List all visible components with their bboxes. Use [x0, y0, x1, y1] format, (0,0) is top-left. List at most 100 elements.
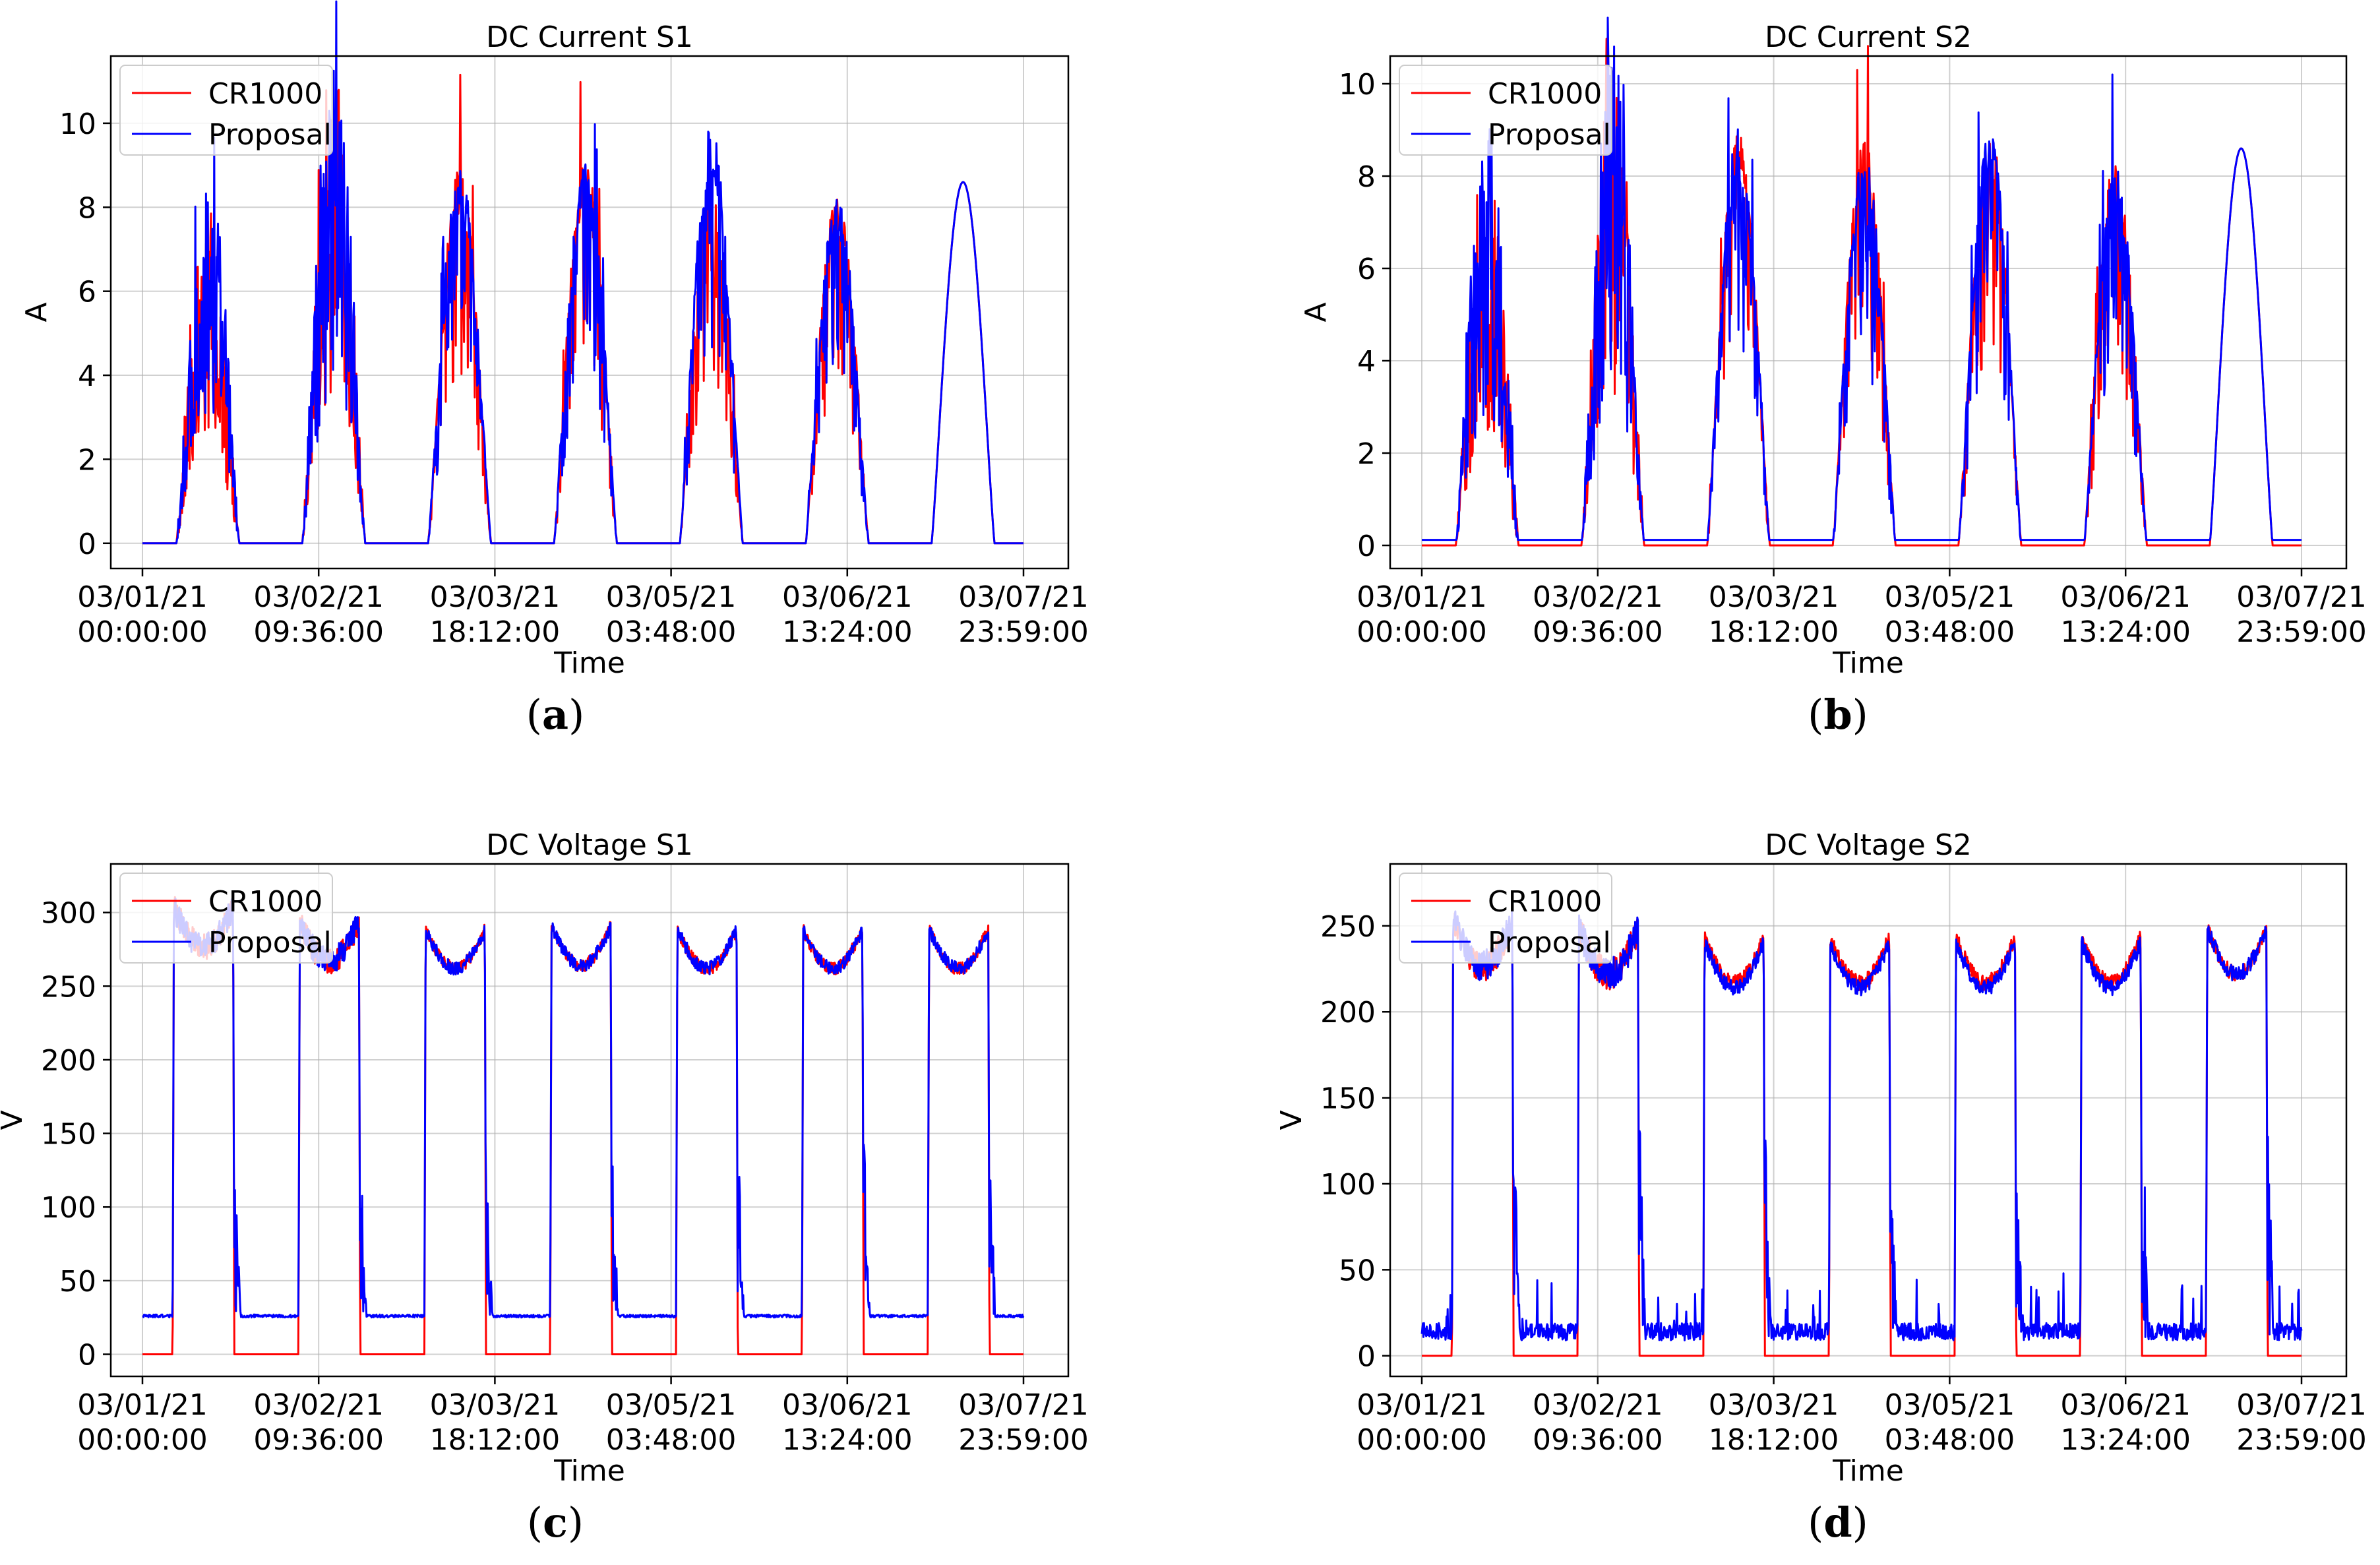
x-axis-label: Time — [553, 646, 625, 680]
chart-title: DC Current S2 — [1765, 20, 1972, 54]
legend-label-proposal: Proposal — [1488, 118, 1611, 152]
y-tick-label: 10 — [1339, 68, 1376, 102]
x-tick-label-time: 18:12:00 — [1709, 615, 1839, 649]
x-tick-label-time: 03:48:00 — [606, 615, 737, 649]
x-tick-label-time: 18:12:00 — [430, 1423, 561, 1457]
legend-box — [119, 65, 333, 156]
legend: CR1000 Proposal — [1399, 873, 1612, 964]
x-tick-label-date: 03/07/21 — [958, 580, 1089, 614]
x-tick-label-date: 03/07/21 — [958, 1388, 1089, 1422]
x-tick-label-date: 03/06/21 — [782, 1388, 913, 1422]
legend-label-cr1000: CR1000 — [208, 885, 322, 919]
x-tick-label-date: 03/07/21 — [2236, 580, 2367, 614]
y-tick-label: 250 — [41, 970, 96, 1004]
panel-caption: (b) — [1808, 690, 1868, 739]
x-tick-label-time: 09:36:00 — [253, 1423, 384, 1457]
x-tick-label-date: 03/02/21 — [1533, 1388, 1663, 1422]
y-tick-label: 100 — [1320, 1168, 1376, 1202]
x-tick-label-date: 03/05/21 — [606, 580, 737, 614]
x-tick-label-time: 13:24:00 — [2060, 615, 2191, 649]
x-tick-label-date: 03/02/21 — [253, 1388, 384, 1422]
plot-frame — [1389, 55, 2348, 570]
legend: CR1000 Proposal — [119, 873, 333, 964]
x-tick-label-time: 13:24:00 — [782, 615, 913, 649]
x-tick-label-date: 03/01/21 — [1357, 580, 1487, 614]
x-tick-label-time: 00:00:00 — [1357, 1423, 1487, 1457]
y-axis-label: A — [20, 302, 53, 322]
x-tick-label-date: 03/01/21 — [77, 580, 208, 614]
series-lines — [1420, 908, 2303, 1357]
legend: CR1000 Proposal — [1399, 65, 1612, 156]
plot-frame — [109, 55, 1070, 570]
series-lines — [142, 896, 1025, 1355]
x-tick-label-date: 03/05/21 — [1885, 1388, 2015, 1422]
x-tick-label-time: 09:36:00 — [1533, 1423, 1663, 1457]
x-tick-label-time: 18:12:00 — [430, 615, 561, 649]
x-axis-label: Time — [1832, 1454, 1904, 1488]
x-tick-label-date: 03/01/21 — [77, 1388, 208, 1422]
legend-label-proposal: Proposal — [208, 118, 332, 152]
x-tick-label-date: 03/05/21 — [606, 1388, 737, 1422]
y-tick-label: 150 — [1320, 1082, 1376, 1116]
x-tick-label-date: 03/03/21 — [430, 580, 561, 614]
x-tick-label-time: 00:00:00 — [1357, 615, 1487, 649]
legend-label-cr1000: CR1000 — [1488, 77, 1602, 111]
y-tick-label: 100 — [41, 1191, 96, 1225]
x-tick-label-date: 03/06/21 — [2060, 1388, 2191, 1422]
legend-box — [1399, 873, 1612, 964]
y-tick-label: 0 — [1357, 530, 1376, 563]
x-tick-label-date: 03/02/21 — [253, 580, 384, 614]
y-tick-label: 200 — [41, 1044, 96, 1078]
y-tick-label: 0 — [1357, 1340, 1376, 1374]
x-tick-label-time: 03:48:00 — [1885, 615, 2015, 649]
legend-label-cr1000: CR1000 — [1488, 885, 1602, 919]
y-tick-label: 50 — [1339, 1254, 1376, 1287]
x-tick-label-date: 03/07/21 — [2236, 1388, 2367, 1422]
x-tick-label-time: 00:00:00 — [77, 1423, 208, 1457]
y-tick-label: 2 — [78, 443, 96, 477]
x-axis-label: Time — [553, 1454, 625, 1488]
y-tick-label: 250 — [1320, 910, 1376, 944]
x-tick-label-date: 03/05/21 — [1885, 580, 2015, 614]
y-tick-label: 300 — [41, 897, 96, 931]
series-line-proposal — [1420, 909, 2303, 1341]
x-tick-label-date: 03/01/21 — [1357, 1388, 1487, 1422]
x-tick-label-time: 23:59:00 — [958, 1423, 1089, 1457]
x-tick-label-date: 03/03/21 — [430, 1388, 561, 1422]
legend-label-proposal: Proposal — [208, 926, 332, 960]
y-tick-label: 50 — [59, 1265, 96, 1299]
series-line-proposal — [142, 898, 1025, 1319]
x-tick-label-time: 09:36:00 — [1533, 615, 1663, 649]
y-tick-label: 6 — [78, 276, 96, 309]
y-tick-label: 2 — [1357, 437, 1376, 471]
x-tick-label-date: 03/03/21 — [1709, 580, 1839, 614]
y-tick-label: 6 — [1357, 253, 1376, 286]
series-lines — [1421, 16, 2302, 547]
plot-frame — [1389, 863, 2348, 1378]
x-tick-label-time: 23:59:00 — [958, 615, 1089, 649]
y-tick-label: 0 — [78, 528, 96, 561]
x-tick-label-time: 18:12:00 — [1709, 1423, 1839, 1457]
x-tick-label-time: 09:36:00 — [253, 615, 384, 649]
y-tick-label: 8 — [78, 191, 96, 225]
x-tick-label-time: 03:48:00 — [606, 1423, 737, 1457]
panel-caption: (a) — [526, 690, 585, 739]
plot-frame — [109, 863, 1070, 1378]
x-tick-label-time: 13:24:00 — [2060, 1423, 2191, 1457]
chart-title: DC Voltage S2 — [1765, 828, 1972, 862]
y-axis-label: A — [1299, 302, 1333, 322]
x-axis-label: Time — [1832, 646, 1904, 680]
x-tick-label-date: 03/03/21 — [1709, 1388, 1839, 1422]
legend-label-proposal: Proposal — [1488, 926, 1611, 960]
x-tick-label-time: 23:59:00 — [2236, 1423, 2367, 1457]
y-axis-label: V — [0, 1110, 29, 1130]
series-line-cr1000 — [1421, 908, 2302, 1357]
chart-panel-d: 05010015020025003/01/2100:00:0003/02/210… — [1275, 828, 2367, 1488]
y-tick-label: 4 — [78, 359, 96, 393]
panel-caption: (d) — [1808, 1498, 1868, 1547]
x-tick-label-date: 03/02/21 — [1533, 580, 1663, 614]
x-tick-label-time: 00:00:00 — [77, 615, 208, 649]
series-line-proposal — [142, 0, 1024, 545]
